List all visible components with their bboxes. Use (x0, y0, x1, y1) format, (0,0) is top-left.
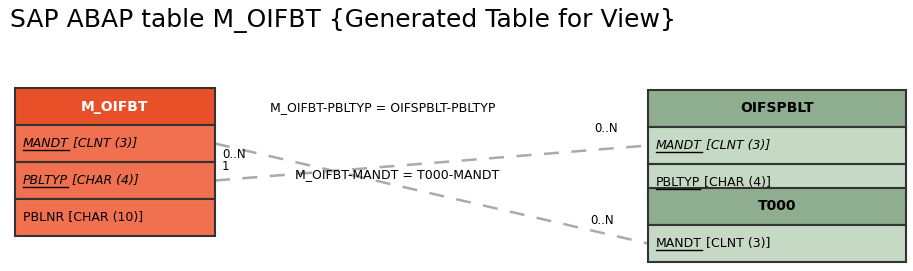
Text: [CHAR (4)]: [CHAR (4)] (700, 176, 771, 189)
Bar (648, 127, 906, 164)
Bar (15, 88, 215, 125)
Text: M_OIFBT-PBLTYP = OIFSPBLT-PBLTYP: M_OIFBT-PBLTYP = OIFSPBLT-PBLTYP (270, 102, 496, 115)
Bar (648, 188, 906, 225)
Bar (648, 225, 906, 262)
Text: SAP ABAP table M_OIFBT {Generated Table for View}: SAP ABAP table M_OIFBT {Generated Table … (10, 8, 676, 33)
Bar (648, 90, 906, 127)
Text: 0..N
1: 0..N 1 (222, 148, 246, 173)
Text: [CLNT (3)]: [CLNT (3)] (702, 237, 771, 250)
Text: MANDT: MANDT (23, 137, 68, 150)
Text: 0..N: 0..N (594, 121, 618, 134)
Bar (15, 162, 215, 199)
Text: PBLTYP: PBLTYP (656, 176, 700, 189)
Text: [CLNT (3)]: [CLNT (3)] (68, 137, 137, 150)
Text: M_OIFBT: M_OIFBT (81, 99, 149, 114)
Text: MANDT: MANDT (656, 237, 702, 250)
Text: 0..N: 0..N (591, 214, 614, 227)
Bar (15, 199, 215, 236)
Text: [CLNT (3)]: [CLNT (3)] (702, 139, 771, 152)
Text: T000: T000 (758, 199, 796, 214)
Bar (15, 125, 215, 162)
Text: MANDT: MANDT (656, 139, 702, 152)
Bar (648, 164, 906, 201)
Text: PBLTYP: PBLTYP (23, 174, 68, 187)
Text: OIFSPBLT: OIFSPBLT (740, 102, 813, 115)
Text: [CHAR (4)]: [CHAR (4)] (68, 174, 139, 187)
Text: PBLNR [CHAR (10)]: PBLNR [CHAR (10)] (23, 211, 143, 224)
Text: M_OIFBT-MANDT = T000-MANDT: M_OIFBT-MANDT = T000-MANDT (295, 169, 499, 182)
